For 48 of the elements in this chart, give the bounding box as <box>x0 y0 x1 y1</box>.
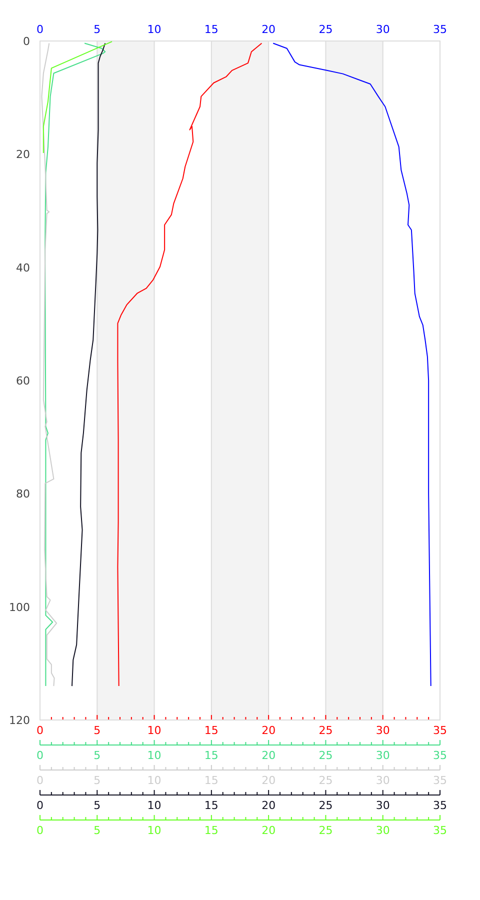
x-tick-label: 35 <box>433 23 447 36</box>
x2-tick-label: 25 <box>318 724 333 737</box>
x-tick-label: 15 <box>204 824 218 837</box>
x-tick-label: 15 <box>204 798 218 812</box>
x-tick-label: 10 <box>147 798 162 812</box>
x-tick-label: 30 <box>376 23 390 36</box>
x2-tick-label: 15 <box>204 724 218 737</box>
x-tick-label: 35 <box>433 748 447 762</box>
y-tick-label: 40 <box>16 261 30 274</box>
x-tick-label: 10 <box>147 748 162 762</box>
x-tick-label: 10 <box>147 23 162 36</box>
x-tick-label: 0 <box>36 824 44 837</box>
x-tick-label: 20 <box>262 824 276 837</box>
x-tick-label: 35 <box>433 798 447 812</box>
y-tick-label: 100 <box>9 600 30 614</box>
x-tick-label: 20 <box>262 798 276 812</box>
x-tick-label: 20 <box>262 23 276 36</box>
x-tick-label: 5 <box>94 824 101 837</box>
y-tick-label: 60 <box>16 374 30 388</box>
y-tick-label: 80 <box>16 488 30 501</box>
x-tick-label: 10 <box>147 824 162 837</box>
x-tick-label: 35 <box>433 824 447 837</box>
x2-tick-label: 20 <box>262 724 276 737</box>
x-tick-label: 5 <box>94 23 101 36</box>
x-tick-label: 30 <box>376 798 390 812</box>
y-tick-label: 120 <box>9 714 30 727</box>
x-tick-label: 30 <box>376 748 390 762</box>
x-tick-label: 25 <box>318 824 333 837</box>
x-tick-label: 0 <box>36 23 44 36</box>
x-tick-label: 25 <box>318 23 333 36</box>
x2-tick-label: 30 <box>376 724 390 737</box>
y-tick-label: 20 <box>16 148 30 162</box>
x2-tick-label: 5 <box>94 724 101 737</box>
x2-tick-label: 10 <box>147 724 162 737</box>
x-tick-label: 0 <box>36 748 44 762</box>
x-tick-label: 5 <box>94 748 101 762</box>
x-tick-label: 0 <box>36 798 44 812</box>
y-tick-label: 0 <box>23 35 30 48</box>
x-tick-label: 20 <box>262 748 276 762</box>
x-tick-label: 5 <box>94 798 101 812</box>
line-series <box>117 42 262 687</box>
x-tick-label: 25 <box>318 748 333 762</box>
x-tick-label: 30 <box>376 824 390 837</box>
x2-tick-label: 0 <box>36 724 44 737</box>
x2-tick-label: 35 <box>433 724 447 737</box>
x-tick-label: 15 <box>204 748 218 762</box>
x-tick-label: 25 <box>318 798 333 812</box>
x-tick-label: 15 <box>204 23 218 36</box>
